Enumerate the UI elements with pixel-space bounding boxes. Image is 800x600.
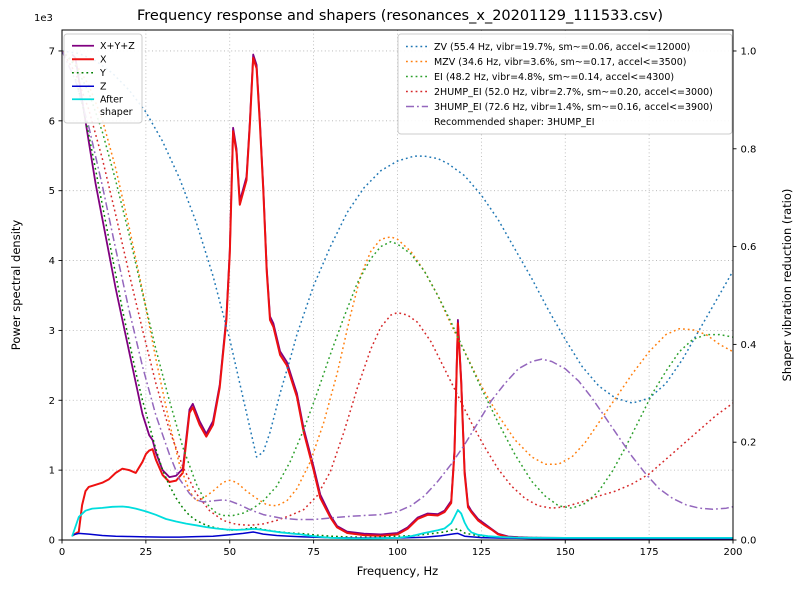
y-left-tick-label: 0 bbox=[49, 536, 55, 547]
legend-label: Y bbox=[99, 68, 106, 79]
chart-title: Frequency response and shapers (resonanc… bbox=[137, 8, 663, 24]
x-tick-label: 0 bbox=[59, 547, 65, 558]
y-left-tick-label: 6 bbox=[49, 116, 55, 127]
legend-label: 3HUMP_EI (72.6 Hz, vibr=1.4%, sm~=0.16, … bbox=[434, 102, 713, 113]
x-tick-label: 200 bbox=[723, 547, 742, 558]
x-tick-label: 100 bbox=[388, 547, 407, 558]
series-line-ei bbox=[62, 50, 733, 517]
x-tick-label: 75 bbox=[307, 547, 320, 558]
series-line-z bbox=[71, 531, 733, 540]
legend-label: X+Y+Z bbox=[100, 41, 135, 52]
x-tick-label: 150 bbox=[556, 547, 575, 558]
legend-label: MZV (34.6 Hz, vibr=3.6%, sm~=0.17, accel… bbox=[434, 57, 686, 68]
y-right-tick-label: 0.8 bbox=[741, 144, 757, 155]
legend-label: X bbox=[100, 55, 107, 66]
y-axis-offset-text: 1e3 bbox=[34, 13, 53, 24]
y-axis-label-left: Power spectral density bbox=[9, 219, 23, 351]
series-line-zv bbox=[62, 50, 733, 458]
y-left-tick-label: 5 bbox=[49, 186, 55, 197]
y-left-tick-label: 7 bbox=[49, 46, 55, 57]
legend-label: 2HUMP_EI (52.0 Hz, vibr=2.7%, sm~=0.20, … bbox=[434, 87, 713, 98]
series-line-2hump-ei bbox=[62, 50, 733, 527]
x-tick-label: 25 bbox=[140, 547, 153, 558]
legend-label: Z bbox=[100, 82, 107, 93]
x-tick-label: 125 bbox=[472, 547, 491, 558]
y-right-tick-label: 0.4 bbox=[741, 340, 757, 351]
y-left-tick-label: 1 bbox=[49, 466, 55, 477]
series-line-x bbox=[71, 56, 733, 540]
legend-box bbox=[397, 33, 733, 135]
y-right-tick-label: 1.0 bbox=[741, 46, 757, 57]
x-axis-label: Frequency, Hz bbox=[356, 564, 439, 578]
legend-label: ZV (55.4 Hz, vibr=19.7%, sm~=0.06, accel… bbox=[434, 42, 690, 53]
y-left-tick-label: 4 bbox=[49, 256, 55, 267]
series-line-mzv bbox=[62, 50, 733, 507]
series-line-y bbox=[74, 78, 733, 539]
series-line-after-shaper bbox=[71, 505, 733, 540]
y-right-tick-label: 0.0 bbox=[741, 536, 757, 547]
legend-box bbox=[63, 33, 143, 124]
y-right-tick-label: 0.6 bbox=[741, 242, 757, 253]
x-tick-label: 175 bbox=[640, 547, 659, 558]
y-left-tick-label: 2 bbox=[49, 396, 55, 407]
x-tick-label: 50 bbox=[223, 547, 236, 558]
y-left-tick-label: 3 bbox=[49, 326, 55, 337]
legend-label: After bbox=[100, 95, 123, 106]
legend-label: shaper bbox=[100, 107, 133, 118]
y-right-tick-label: 0.2 bbox=[741, 438, 757, 449]
legend-label: EI (48.2 Hz, vibr=4.8%, sm~=0.14, accel<… bbox=[434, 72, 674, 83]
series-line-3hump-ei bbox=[62, 50, 733, 521]
legend-note: Recommended shaper: 3HUMP_EI bbox=[434, 117, 595, 128]
y-axis-label-right: Shaper vibration reduction (ratio) bbox=[780, 188, 794, 382]
